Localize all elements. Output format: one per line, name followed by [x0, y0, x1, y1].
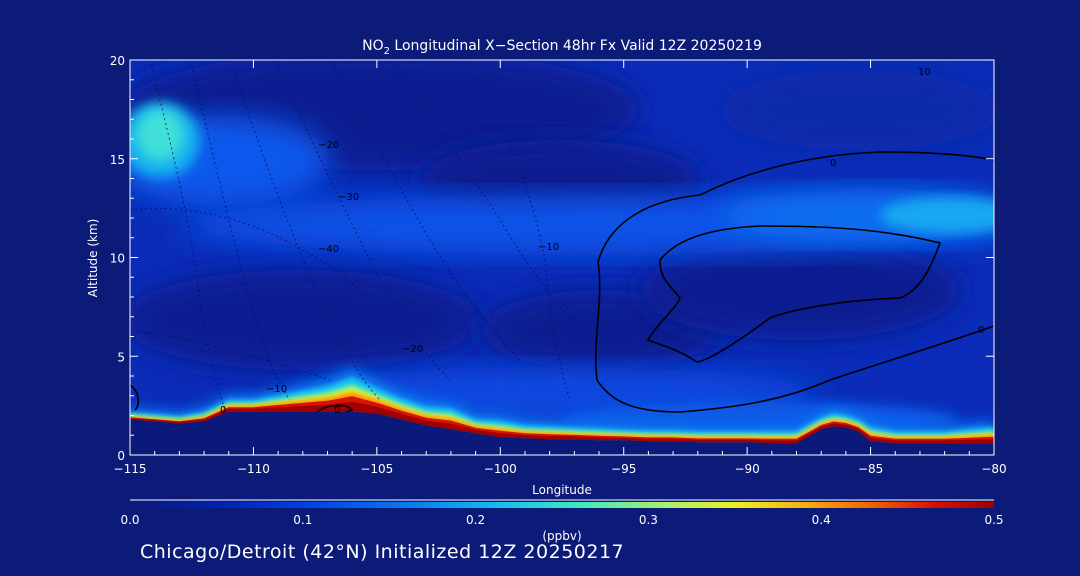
colorbar-tick-label: 0.3 — [639, 513, 658, 527]
contour-label: 0 — [220, 405, 226, 416]
x-tick-label: −85 — [858, 462, 883, 476]
contour-label: 0 — [334, 405, 340, 416]
x-tick-label: −80 — [981, 462, 1006, 476]
boundary-layer-plume — [130, 367, 994, 444]
colorbar-label: (ppbv) — [542, 529, 581, 543]
terrain-surface — [130, 411, 994, 455]
y-tick-label: 15 — [110, 153, 125, 167]
x-tick-label: −95 — [611, 462, 636, 476]
contour-label: 0 — [830, 158, 836, 169]
contour-label: −10 — [538, 242, 559, 253]
contour-label: −30 — [338, 192, 359, 203]
contour-label: 0 — [978, 325, 984, 336]
contour-label-group: 10 0 −20 −30 −40 −10 −20 −10 0 0 0 — [220, 67, 984, 416]
colorbar-ticks: 0.0 0.1 0.2 0.3 0.4 0.5 — [120, 513, 1003, 527]
x-tick-label: −90 — [734, 462, 759, 476]
terrain-mask — [130, 411, 994, 455]
y-axis-label: Altitude (km) — [86, 219, 100, 298]
x-tick-label: −105 — [360, 462, 393, 476]
y-tick-label: 10 — [110, 252, 125, 266]
y-tick-label: 20 — [110, 54, 125, 68]
colorbar: 0.0 0.1 0.2 0.3 0.4 0.5 (ppbv) — [120, 499, 1004, 543]
footer-station-label: Chicago/Detroit (42°N) Initialized 12Z 2… — [140, 541, 625, 563]
contour-label: −20 — [402, 344, 423, 355]
chart-title: NO2 Longitudinal X−Section 48hr Fx Valid… — [362, 38, 762, 57]
contour-label: −10 — [266, 384, 287, 395]
x-tick-label: −110 — [237, 462, 270, 476]
y-tick-label: 5 — [117, 350, 125, 364]
colorbar-tick-label: 0.2 — [466, 513, 485, 527]
x-tick-label: −100 — [484, 462, 517, 476]
contour-label: 10 — [918, 67, 931, 78]
x-tick-label: −115 — [114, 462, 147, 476]
colorbar-gradient — [130, 502, 994, 508]
colorbar-tick-label: 0.1 — [293, 513, 312, 527]
colorbar-tick-label: 0.4 — [812, 513, 831, 527]
colorbar-tick-label: 0.0 — [120, 513, 139, 527]
contour-label: −40 — [318, 244, 339, 255]
colorbar-tick-label: 0.5 — [984, 513, 1003, 527]
y-axis: 0 5 10 15 20 — [110, 54, 994, 463]
y-tick-label: 0 — [117, 449, 125, 463]
x-axis: −115 −110 −105 −100 −95 −90 −85 −80 — [114, 60, 1007, 476]
x-axis-label: Longitude — [532, 483, 592, 497]
contour-label: −20 — [318, 140, 339, 151]
